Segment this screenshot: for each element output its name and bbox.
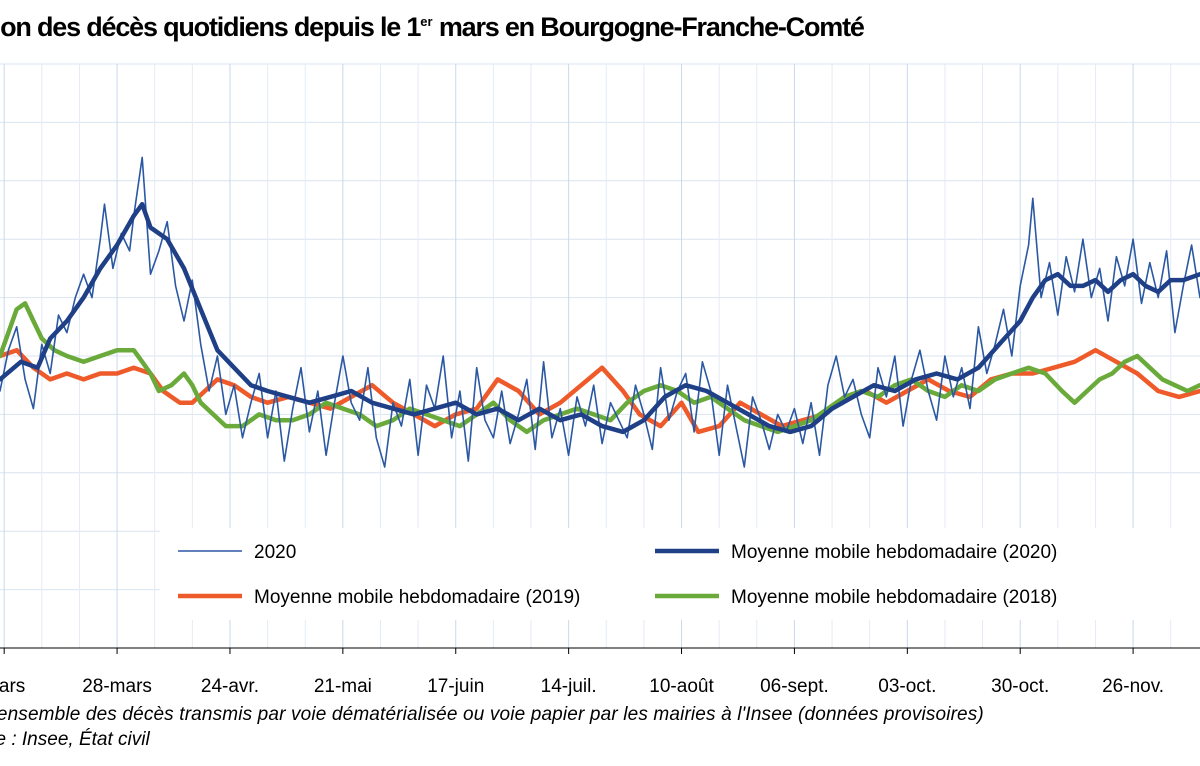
chart-source: ce : Insee, État civil [0,729,150,750]
chart-title: tion des décès quotidiens depuis le 1er … [0,12,865,43]
chart-note: : ensemble des décès transmis par voie d… [0,704,984,725]
chart-legend: 2020 Moyenne mobile hebdomadaire (2020) Mo… [178,542,1057,608]
x-tick-label: 30-oct. [991,676,1049,697]
x-tick-label: 03-oct. [878,676,936,697]
series-line-moyenne-mobile-hebdomadaire-2020 [0,201,1200,435]
x-tick-label: 28-mars [82,676,152,697]
x-tick-label: 14-juil. [541,676,597,697]
x-tick-label: 10-août [649,676,714,697]
chart-title-superscript: er [420,14,433,29]
legend-label: 2020 [254,542,296,563]
x-tick-label: 21-mai [314,676,372,697]
x-axis: mars 28-mars 24-avr. 21-mai 17-juin 14-juil. 1… [0,647,1200,697]
x-tick-label: 24-avr. [201,676,259,697]
x-tick-label: 17-juin [427,676,484,697]
legend-label: Moyenne mobile hebdomadaire (2018) [731,587,1057,608]
chart-title-main: tion des décès quotidiens depuis le 1 [0,12,421,42]
x-tick-label: mars [0,676,25,697]
legend-label: Moyenne mobile hebdomadaire (2020) [731,542,1057,563]
x-tick-label: 26-nov. [1102,676,1164,697]
x-tick-label: 06-sept. [760,676,829,697]
legend-background [160,528,1200,620]
chart-title-tail: mars en Bourgogne-Franche-Comté [432,12,865,42]
chart-series-lines [0,156,1200,468]
legend-label: Moyenne mobile hebdomadaire (2019) [254,587,580,608]
daily-deaths-line-chart: 2020 Moyenne mobile hebdomadaire (2020) Mo… [0,63,1200,697]
series-line-moyenne-mobile-hebdomadaire-2018 [0,301,1200,435]
